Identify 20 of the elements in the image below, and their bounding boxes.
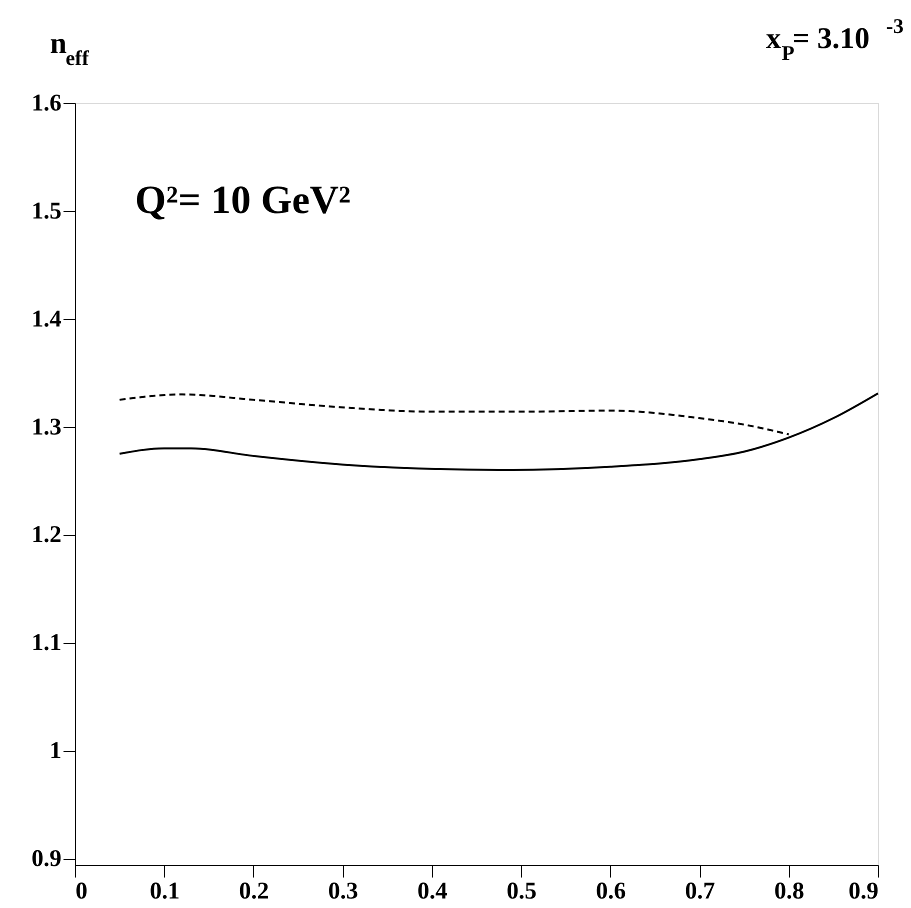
y-tick-label: 1.3 (32, 414, 62, 440)
y-tick-label: 1 (50, 738, 62, 764)
y-tick-label: 0.9 (32, 846, 62, 872)
annotation: Q²= 10 GeV² (135, 177, 351, 222)
x-tick-label: 0 (76, 878, 88, 904)
y-tick-label: 1.6 (32, 90, 62, 116)
x-tick-label: 0.7 (685, 878, 716, 904)
x-tick-label: 0.1 (150, 878, 180, 904)
x-tick-label: 0.8 (774, 878, 804, 904)
x-tick-label: 0.2 (238, 878, 269, 904)
line-series (118, 392, 879, 471)
y-tick-label: 1.2 (32, 522, 62, 548)
x-tick-label: 0.5 (506, 878, 537, 904)
x-tick-label: 0.6 (596, 878, 626, 904)
x-tick-label: 0.4 (417, 878, 448, 904)
x-tick-label: 0.3 (328, 878, 358, 904)
y-tick-label: 1.1 (32, 630, 62, 656)
y-tick-label: 1.5 (32, 198, 62, 224)
x-tick-label: 0.9 (848, 878, 878, 904)
y-tick-label: 1.4 (32, 306, 62, 332)
